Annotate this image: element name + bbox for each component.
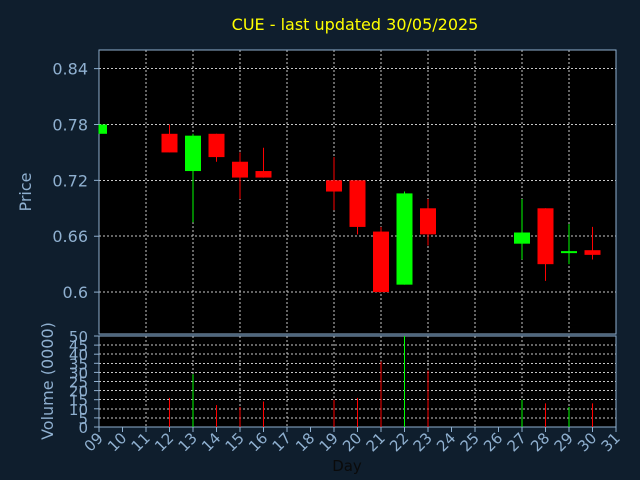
candle-body xyxy=(99,124,107,134)
price-tick-label: 0.72 xyxy=(52,171,88,190)
candle-body xyxy=(326,180,342,192)
candle-body xyxy=(208,133,225,158)
volume-tick-label: 5 xyxy=(78,410,88,428)
price-tick-label: 0.78 xyxy=(52,115,88,134)
volume-tick-label: 10 xyxy=(69,401,88,419)
volume-tick-label: 40 xyxy=(69,346,88,364)
price-panel: 0.6 0.66 0.72 0.78 0.84 xyxy=(52,49,617,335)
candle-body xyxy=(232,161,248,178)
volume-tick-label: 20 xyxy=(69,383,88,401)
candle-body xyxy=(514,232,530,244)
candle-body xyxy=(584,250,601,255)
price-tick-label: 0.6 xyxy=(63,283,88,302)
candle-body xyxy=(537,208,554,265)
price-tick-label: 0.84 xyxy=(52,60,88,79)
candle-body xyxy=(161,133,178,153)
x-axis-label: Day xyxy=(332,457,362,475)
candle-body xyxy=(420,208,436,235)
price-panel-border xyxy=(98,49,617,335)
volume-tick-label: 0 xyxy=(78,419,88,437)
volume-tick-label: 45 xyxy=(69,337,88,355)
candle-body xyxy=(255,171,272,178)
price-tick-label: 0.66 xyxy=(52,227,88,246)
chart-title: CUE - last updated 30/05/2025 xyxy=(232,15,479,34)
candle-body xyxy=(349,180,366,227)
volume-tick-label: 15 xyxy=(69,392,88,410)
volume-axis-label: Volume (0000) xyxy=(38,322,57,440)
candle-body xyxy=(396,193,413,285)
volume-tick-label: 25 xyxy=(69,374,88,392)
candle-body xyxy=(373,231,389,293)
candle-body xyxy=(561,251,577,254)
price-axis-label: Price xyxy=(16,172,35,211)
volume-tick-label: 35 xyxy=(69,355,88,373)
x-axis: 0910111213141516171819202122232425262728… xyxy=(81,427,624,455)
candle-body xyxy=(185,135,201,172)
volume-tick-label: 50 xyxy=(69,328,88,346)
volume-tick-label: 30 xyxy=(69,364,88,382)
